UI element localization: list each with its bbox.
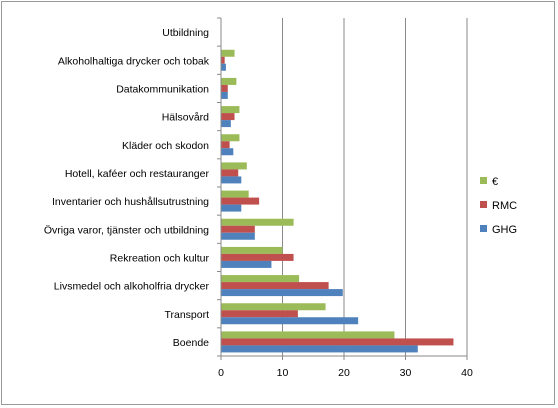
bar-€-6 [221, 190, 249, 198]
bar-GHG-9 [221, 289, 343, 297]
x-tick-label: 10 [277, 367, 289, 379]
bar-RMC-1 [221, 56, 225, 64]
category-label: Hotell, kaféer och restauranger [65, 168, 210, 180]
bar-RMC-3 [221, 113, 235, 121]
bar-RMC-5 [221, 169, 239, 177]
tick-labels: 0 10 20 30 40 [218, 367, 473, 379]
bar-GHG-3 [221, 120, 231, 128]
x-tick-label: 0 [218, 367, 224, 379]
bar-RMC-11 [221, 338, 454, 346]
x-tick-label: 20 [338, 367, 350, 379]
legend-swatch [480, 225, 487, 232]
category-label: Inventarier och hushållsutrustning [52, 196, 209, 208]
bar-€-3 [221, 106, 240, 114]
bar-GHG-5 [221, 176, 242, 184]
bars [221, 49, 454, 353]
category-label: Kläder och skodon [122, 140, 209, 152]
bar-€-7 [221, 218, 294, 226]
category-label: Övriga varor, tjänster och utbildning [44, 224, 209, 236]
bar-GHG-10 [221, 317, 359, 325]
bar-€-9 [221, 275, 300, 283]
category-label: Rekreation och kultur [110, 252, 210, 264]
bar-€-10 [221, 303, 326, 311]
bar-GHG-2 [221, 91, 228, 99]
bar-€-5 [221, 162, 247, 170]
bar-€-8 [221, 246, 283, 254]
category-labels: Utbildning Alkoholhaltiga drycker och tob… [44, 27, 210, 349]
bar-RMC-2 [221, 84, 228, 92]
bar-€-4 [221, 134, 240, 142]
legend-label: GHG [492, 224, 517, 236]
legend-swatch [480, 177, 487, 184]
category-label: Datakommunikation [116, 83, 209, 95]
category-label: Livsmedel och alkoholfria drycker [54, 281, 210, 293]
bar-RMC-9 [221, 282, 329, 290]
bar-GHG-8 [221, 260, 272, 268]
bar-RMC-10 [221, 310, 298, 318]
bar-RMC-7 [221, 225, 255, 233]
bar-€-1 [221, 49, 235, 57]
bar-RMC-6 [221, 197, 260, 205]
legend-swatch [480, 201, 487, 208]
bar-GHG-11 [221, 345, 418, 353]
category-label: Hälsovård [162, 112, 209, 124]
bar-RMC-8 [221, 253, 294, 261]
bar-RMC-4 [221, 141, 230, 149]
legend: € RMC GHG [480, 176, 517, 236]
x-tick-label: 40 [461, 367, 473, 379]
bar-GHG-4 [221, 148, 234, 156]
x-tick-label: 30 [400, 367, 412, 379]
category-label: Boende [173, 337, 209, 349]
category-label: Utbildning [162, 27, 209, 39]
bar-GHG-7 [221, 232, 255, 240]
legend-label: € [492, 176, 498, 188]
gridlines [282, 18, 468, 356]
bar-€-2 [221, 77, 237, 85]
bar-GHG-6 [221, 204, 242, 212]
axes [217, 17, 468, 360]
legend-label: RMC [492, 200, 517, 212]
category-label: Transport [164, 309, 209, 321]
bar-€-11 [221, 331, 395, 339]
bar-GHG-1 [221, 63, 226, 71]
category-label: Alkoholhaltiga drycker och tobak [58, 55, 210, 67]
